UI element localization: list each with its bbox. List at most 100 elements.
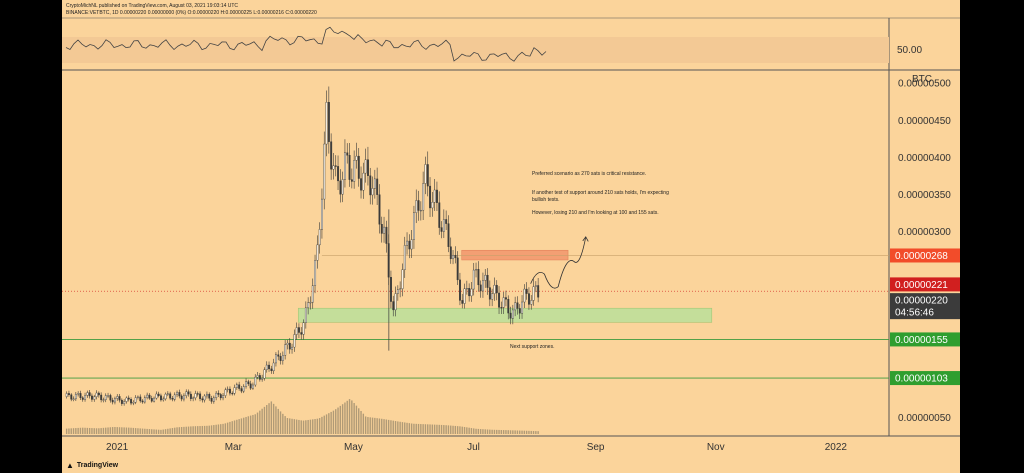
volume-bar <box>489 429 491 434</box>
volume-bar <box>300 420 302 434</box>
y-tick-label: 0.00000450 <box>898 116 951 127</box>
volume-bar <box>484 429 486 434</box>
volume-bar <box>146 428 148 434</box>
candle-body <box>180 395 183 400</box>
candle-body <box>102 399 105 401</box>
volume-bar <box>190 426 192 434</box>
candle-body <box>493 284 496 294</box>
candle-body <box>442 219 445 232</box>
candle-body <box>199 393 202 399</box>
brand-text: TradingView <box>76 462 119 469</box>
candle-body <box>463 288 466 304</box>
volume-bar <box>404 422 406 434</box>
candle-body <box>362 172 365 191</box>
volume-bar <box>479 429 482 434</box>
volume-bar <box>493 429 496 434</box>
candle-body <box>268 364 271 370</box>
volume-bar <box>417 423 420 434</box>
candle-body <box>86 392 89 396</box>
volume-bar <box>240 418 243 434</box>
volume-bar <box>369 417 371 434</box>
volume-bar <box>201 425 204 434</box>
volume-bar <box>502 430 505 434</box>
volume-bar <box>169 428 171 434</box>
candle-body <box>318 229 321 246</box>
candle-body <box>447 223 450 247</box>
candle-body <box>505 297 507 300</box>
volume-bar <box>70 428 72 434</box>
tradingview-logo-icon: ▲ <box>66 461 74 470</box>
x-tick-label: 2021 <box>106 442 129 453</box>
volume-bar <box>116 427 118 434</box>
volume-bar <box>360 410 362 434</box>
candle-body <box>534 285 537 287</box>
volume-bar <box>452 425 454 434</box>
candle-body <box>461 300 464 304</box>
candle-body <box>196 393 199 395</box>
volume-bar <box>339 405 342 434</box>
volume-bar <box>355 405 358 434</box>
candle-body <box>429 185 432 209</box>
volume-bar <box>482 429 484 434</box>
volume-bar <box>128 427 130 434</box>
volume-bar <box>358 408 360 434</box>
candle-body <box>495 284 498 294</box>
candle-body <box>203 395 206 401</box>
volume-bar <box>266 405 268 434</box>
volume-bar <box>491 429 493 434</box>
volume-bar <box>473 428 475 434</box>
candle-body <box>337 166 340 182</box>
candle-body <box>396 289 399 294</box>
volume-bar <box>519 430 521 434</box>
volume-bar <box>183 426 185 434</box>
candle-body <box>194 393 197 399</box>
volume-bar <box>224 423 227 434</box>
candle-body <box>472 269 475 290</box>
candle-body <box>137 396 139 398</box>
support-price-label <box>890 371 960 386</box>
volume-bar <box>337 407 339 434</box>
volume-bar <box>374 417 376 434</box>
candle-body <box>201 398 204 401</box>
candle-body <box>385 226 388 244</box>
candle-body <box>192 397 195 399</box>
volume-bar <box>139 428 141 434</box>
publisher-line: CryptoMichNL published on TradingView.co… <box>66 3 239 9</box>
volume-bar <box>95 428 98 434</box>
volume-bar <box>530 430 532 434</box>
candle-body <box>484 274 487 281</box>
candle-body <box>390 277 392 302</box>
candle-body <box>150 398 153 402</box>
x-tick-label: May <box>344 442 363 453</box>
candle-body <box>173 394 176 400</box>
candle-body <box>364 159 367 174</box>
volume-bar <box>387 419 390 434</box>
volume-bar <box>208 425 210 434</box>
volume-bar <box>210 425 213 434</box>
volume-bar <box>399 421 401 434</box>
candle-body <box>132 401 135 404</box>
candle-body <box>277 354 280 357</box>
volume-bar <box>413 423 415 434</box>
candle-body <box>265 364 268 370</box>
candle-body <box>514 302 517 311</box>
candle-body <box>300 332 303 335</box>
candle-body <box>217 392 220 395</box>
volume-bar <box>378 418 381 434</box>
candle-body <box>309 301 312 304</box>
candle-body <box>311 285 314 303</box>
candle-body <box>327 102 330 142</box>
candle-body <box>330 141 333 170</box>
volume-bar <box>309 419 312 434</box>
volume-bar <box>111 427 114 434</box>
candle-body <box>153 397 156 402</box>
volume-bar <box>121 427 123 434</box>
candle-body <box>424 164 427 184</box>
volume-bar <box>233 420 236 434</box>
volume-bar <box>203 425 206 434</box>
candle-body <box>419 209 422 212</box>
candle-body <box>219 394 222 399</box>
volume-bar <box>293 419 296 434</box>
volume-bar <box>137 428 139 434</box>
